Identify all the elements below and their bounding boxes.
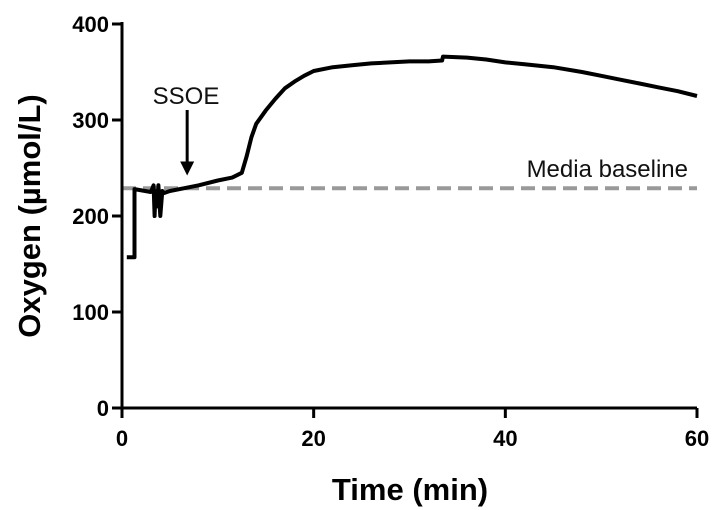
series-layer [122,54,698,260]
ssoe-annotation-label: SSOE [153,83,220,110]
x-axis-title: Time (min) [332,472,488,507]
y-tick-label: 100 [72,300,109,325]
y-tick-label: 0 [97,396,109,421]
x-tick-label: 40 [493,426,517,451]
ssoe-arrow [180,110,195,176]
ssoe-arrow-head [180,161,195,176]
y-axis-title: Oxygen (µmol/L) [12,94,47,338]
x-tick-label: 60 [685,426,709,451]
x-tick-label: 20 [301,426,325,451]
y-axis-ticks: 0 100 200 300 400 [72,12,122,421]
oxygen-series [126,54,698,260]
y-tick-label: 300 [72,108,109,133]
media-baseline-label: Media baseline [527,156,688,183]
y-tick-label: 400 [72,12,109,37]
x-axis-ticks: 0 20 40 60 [116,408,709,451]
y-tick-label: 200 [72,204,109,229]
x-tick-label: 0 [116,426,128,451]
